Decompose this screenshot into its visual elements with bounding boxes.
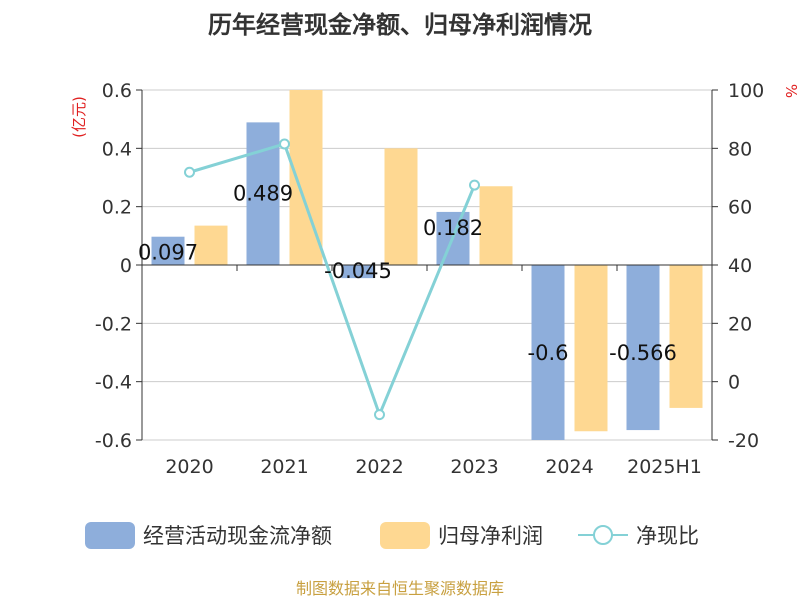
- ratio-line-path: [189, 142, 476, 419]
- right-tick-label: 60: [728, 197, 752, 219]
- bar-data-label: 0.097: [138, 241, 198, 265]
- left-tick-label: -0.2: [95, 313, 132, 335]
- left-tick-label: 0.6: [102, 80, 132, 102]
- x-tick-label: 2025H1: [627, 456, 702, 478]
- bar-归母净利润: [384, 148, 418, 265]
- bar-归母净利润: [574, 265, 608, 432]
- legend-label: 归母净利润: [438, 524, 543, 548]
- legend-swatch-marker: [593, 525, 613, 545]
- right-axis-unit: %: [782, 84, 800, 98]
- x-tick-label: 2023: [450, 456, 498, 478]
- right-tick-label: 20: [728, 313, 752, 335]
- bar-归母净利润: [194, 225, 228, 265]
- left-tick-label: 0.2: [102, 197, 132, 219]
- bar-经营活动现金流净额: [531, 265, 565, 440]
- right-tick-label: -20: [728, 430, 759, 452]
- left-axis-unit: (亿元): [70, 96, 88, 138]
- legend: 经营活动现金流净额 归母净利润 净现比: [85, 522, 699, 549]
- data-labels: 0.097 0.489 -0.045 0.182 -0.6 -0.566: [138, 181, 677, 365]
- x-tick-label: 2024: [545, 456, 593, 478]
- left-tick-label: 0: [120, 255, 132, 277]
- left-tick-label: 0.4: [102, 138, 132, 160]
- legend-swatch: [85, 522, 135, 549]
- bar-经营活动现金流净额: [341, 265, 375, 279]
- legend-label: 净现比: [636, 524, 699, 548]
- chart-title: 历年经营现金净额、归母净利润情况: [208, 11, 592, 39]
- ratio-line-point: [469, 179, 480, 191]
- ratio-line-point: [279, 138, 290, 150]
- bar-data-label: -0.045: [324, 259, 392, 283]
- bar-data-label: -0.566: [609, 341, 677, 365]
- x-tick-label: 2020: [165, 456, 213, 478]
- ratio-line-point: [374, 409, 385, 421]
- x-tick-label: 2021: [260, 456, 308, 478]
- source-note: 制图数据来自恒生聚源数据库: [296, 579, 504, 598]
- bar-data-label: 0.182: [423, 216, 483, 240]
- bar-data-label: 0.489: [233, 181, 293, 205]
- bars: [151, 90, 703, 440]
- bar-data-label: -0.6: [528, 341, 569, 365]
- ratio-line: [184, 138, 480, 421]
- axes: 0.6 0.4 0.2 0 -0.2 -0.4 -0.6 100 80 60 40 20 0 -20 202…: [95, 80, 764, 478]
- legend-swatch: [380, 522, 430, 549]
- bar-经营活动现金流净额: [151, 236, 185, 265]
- right-tick-label: 80: [728, 138, 752, 160]
- right-tick-label: 0: [728, 372, 740, 394]
- ratio-line-point: [184, 166, 195, 178]
- bar-归母净利润: [479, 186, 513, 265]
- left-tick-label: -0.6: [95, 430, 132, 452]
- right-tick-label: 100: [728, 80, 764, 102]
- x-tick-label: 2022: [355, 456, 403, 478]
- left-tick-label: -0.4: [95, 372, 132, 394]
- bar-经营活动现金流净额: [626, 265, 660, 431]
- bar-归母净利润: [669, 265, 703, 408]
- legend-label: 经营活动现金流净额: [143, 524, 332, 548]
- right-tick-label: 40: [728, 255, 752, 277]
